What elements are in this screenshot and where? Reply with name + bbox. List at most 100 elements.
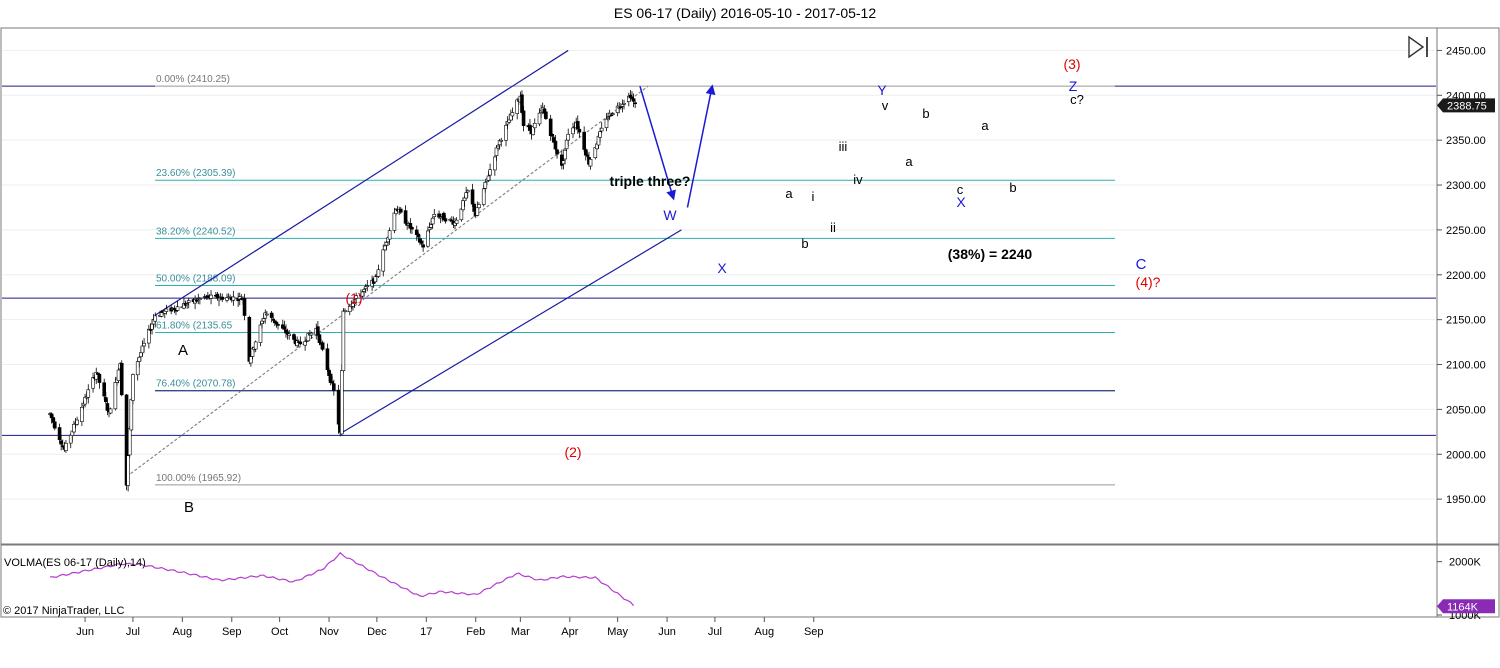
label-wave-2: (2) <box>564 444 581 460</box>
candle-body <box>606 116 610 119</box>
candle-body <box>477 204 481 209</box>
candle-body <box>52 421 57 429</box>
price-panel-frame <box>0 27 1500 545</box>
label-sub-b2: b <box>922 106 929 121</box>
candle-body <box>298 341 303 345</box>
candle-body <box>253 341 258 350</box>
candle-body <box>392 212 397 231</box>
candle-body <box>339 370 344 435</box>
fib-label: 23.60% (2305.39) <box>156 168 236 179</box>
candle-body <box>269 312 274 318</box>
candle-body <box>504 125 508 141</box>
last-price-label: 2388.75 <box>1447 100 1487 112</box>
candle-body <box>376 269 381 277</box>
label-sub-a: a <box>785 186 793 201</box>
candle-body <box>330 381 335 384</box>
time-tick-label: Jun <box>76 626 94 638</box>
candle-body <box>59 440 63 445</box>
channel-upper <box>154 49 569 316</box>
candle-body <box>185 303 189 305</box>
candle-body <box>387 230 392 240</box>
candle-body <box>116 369 121 381</box>
price-tick-label: 2350.00 <box>1446 135 1486 147</box>
fib-label: 0.00% (2410.25) <box>156 74 230 85</box>
candle-body <box>316 326 320 336</box>
candle-body <box>108 408 113 414</box>
candle-body <box>131 374 135 401</box>
candle-body <box>153 315 158 322</box>
projection-up-arrow <box>686 84 716 208</box>
volma-last-label: 1164K <box>1447 601 1479 613</box>
price-tick-label: 2450.00 <box>1446 45 1486 57</box>
time-tick-label: Jul <box>126 626 140 638</box>
candle-body <box>150 323 154 330</box>
label-sub-b: b <box>801 236 808 251</box>
candle-body <box>129 398 134 431</box>
channel-lower <box>339 229 682 435</box>
candle-body <box>464 192 468 199</box>
candle-body <box>68 434 73 444</box>
candle-body <box>438 216 443 219</box>
candle-body <box>354 295 358 299</box>
time-tick-label: Aug <box>173 626 193 638</box>
candle-body <box>249 356 253 364</box>
price-tick-label: 2100.00 <box>1446 360 1486 372</box>
time-tick-label: Jun <box>658 626 676 638</box>
time-tick-label: Mar <box>511 626 530 638</box>
candle-body <box>261 318 266 322</box>
candle-body <box>271 318 276 321</box>
candle-body <box>104 397 108 403</box>
time-tick-label: Apr <box>561 626 578 638</box>
candle-body <box>80 407 84 422</box>
candle-body <box>563 149 567 160</box>
candle-body <box>410 227 414 230</box>
label-sub-iii: iii <box>839 139 848 154</box>
candle-body <box>384 242 389 246</box>
price-tick-label: 2300.00 <box>1446 180 1486 192</box>
candle-body <box>555 149 559 155</box>
time-tick-label: Sep <box>804 626 824 638</box>
candle-body <box>215 293 220 299</box>
candle-body <box>265 313 269 316</box>
candle-body <box>147 328 151 344</box>
candle-body <box>217 298 221 301</box>
label-sub-i: i <box>812 189 815 204</box>
candle-body <box>159 312 164 317</box>
candle-body <box>575 121 580 130</box>
candle-body <box>598 131 602 138</box>
candle-body <box>113 382 118 410</box>
candle-body <box>564 139 569 150</box>
candle-body <box>475 207 480 216</box>
copyright: © 2017 NinjaTrader, LLC <box>3 605 124 617</box>
label-Z: Z <box>1069 78 1078 94</box>
volma-last-marker <box>1437 599 1495 614</box>
candle-body <box>403 210 408 224</box>
candle-body <box>585 154 590 157</box>
candle-body <box>553 140 558 150</box>
candle-body <box>282 326 287 330</box>
candle-body <box>631 98 636 102</box>
candle-body <box>630 96 634 99</box>
skip-to-end-icon[interactable] <box>1408 35 1428 59</box>
label-Y: Y <box>877 82 887 98</box>
candle-body <box>582 131 586 150</box>
candle-body <box>164 308 169 312</box>
price-tick-label: 2000.00 <box>1446 449 1486 461</box>
label-fib-38: (38%) = 2240 <box>948 246 1033 262</box>
fib-label: 100.00% (1965.92) <box>156 473 241 484</box>
candle-body <box>263 312 268 319</box>
candle-body <box>362 289 366 292</box>
candle-body <box>443 218 448 222</box>
label-X2: X <box>956 194 966 210</box>
label-wave-1: (1) <box>345 290 362 306</box>
candle-body <box>470 189 475 205</box>
time-tick-label: Sep <box>222 626 242 638</box>
candle-body <box>461 200 465 211</box>
label-sub-iv: iv <box>853 172 863 187</box>
time-axis: Jun Jul Aug Sep Oct Nov Dec 17 Feb Mar Apr May Jun Ju… <box>76 617 824 638</box>
candle-body <box>481 188 486 205</box>
candle-body <box>258 324 263 343</box>
label-W: W <box>663 207 677 223</box>
wave-labels: triple three? (38%) = 2240 (1) (2) (3) (4)? A B… <box>178 56 1161 516</box>
